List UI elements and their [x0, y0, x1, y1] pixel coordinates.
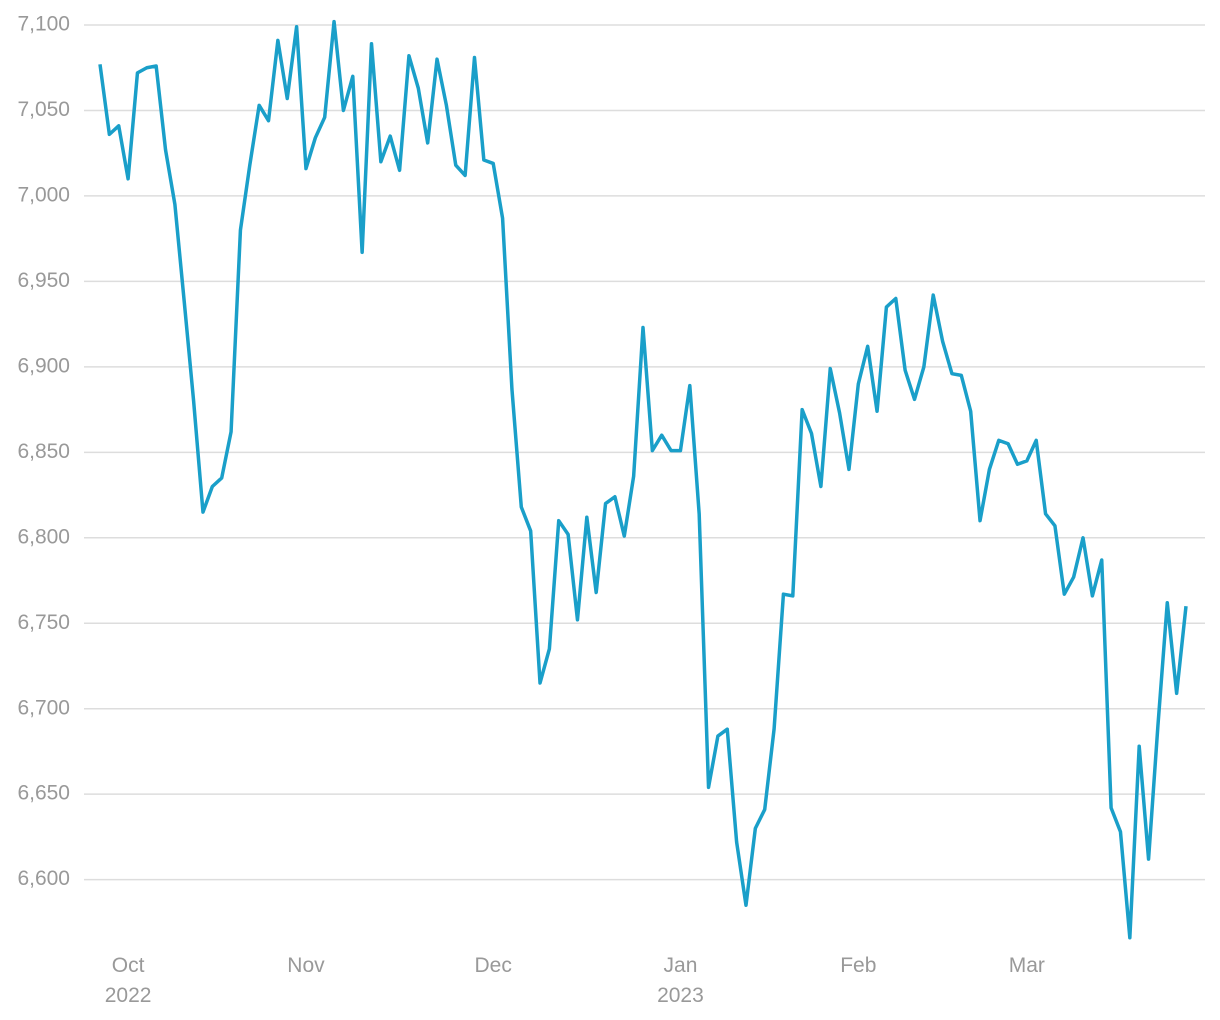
y-tick-label: 7,100 — [17, 13, 70, 36]
y-tick-label: 6,600 — [17, 867, 70, 890]
y-tick-label: 6,850 — [17, 440, 70, 463]
y-tick-label: 6,750 — [17, 611, 70, 634]
y-tick-label: 6,900 — [17, 354, 70, 377]
x-tick-label: Mar — [1009, 954, 1045, 977]
x-tick-label: Nov — [287, 954, 325, 977]
x-tick-label: Oct 2022 — [105, 954, 152, 1007]
y-tick-label: 7,050 — [17, 98, 70, 121]
y-tick-label: 7,000 — [17, 183, 70, 206]
y-tick-label: 6,700 — [17, 696, 70, 719]
x-tick-label: Feb — [840, 954, 876, 977]
data-line — [98, 19, 1188, 940]
y-tick-label: 6,950 — [17, 269, 70, 292]
y-tick-label: 6,650 — [17, 782, 70, 805]
x-tick-label: Jan 2023 — [657, 954, 704, 1007]
x-tick-label: Dec — [475, 954, 512, 977]
y-tick-label: 6,800 — [17, 525, 70, 548]
